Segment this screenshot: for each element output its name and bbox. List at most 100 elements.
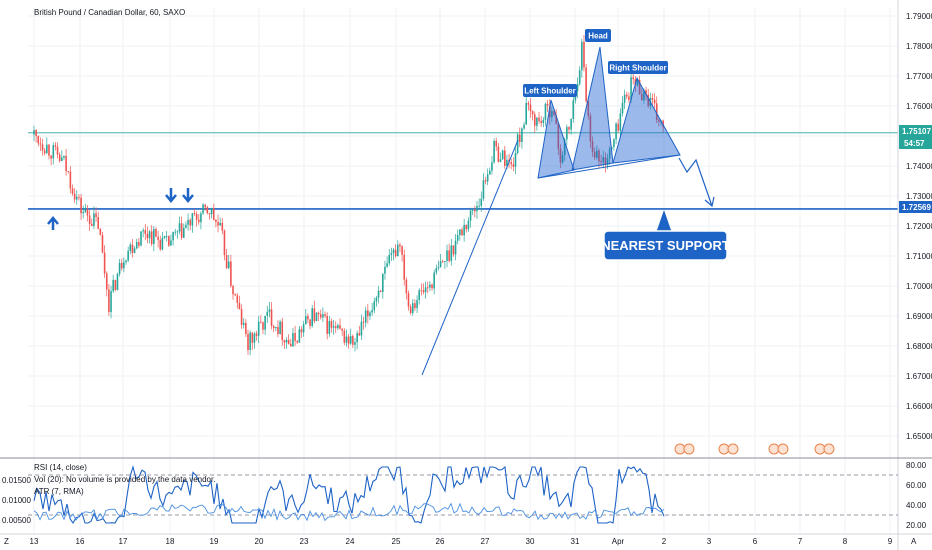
candle-body bbox=[33, 130, 35, 135]
candle-body bbox=[337, 325, 339, 329]
candle-body bbox=[294, 333, 296, 341]
candle-body bbox=[364, 310, 367, 323]
event-flag-icon[interactable] bbox=[727, 443, 739, 455]
candle-body bbox=[619, 113, 622, 131]
candle-body bbox=[570, 118, 572, 130]
candle-body bbox=[341, 328, 343, 331]
candle-body bbox=[197, 219, 200, 223]
x-tick-label: 7 bbox=[798, 537, 803, 546]
candle-body bbox=[309, 319, 311, 326]
rally-trendline bbox=[421, 139, 519, 376]
candle-body bbox=[589, 115, 592, 142]
candle-body bbox=[478, 205, 480, 207]
candle-body bbox=[598, 150, 600, 162]
candle-body bbox=[180, 223, 183, 238]
candle-body bbox=[403, 254, 406, 280]
event-flag-icon[interactable] bbox=[777, 443, 789, 455]
candle-body bbox=[371, 310, 373, 313]
event-flag-icon[interactable] bbox=[683, 443, 695, 455]
candle-body bbox=[155, 229, 157, 237]
x-tick-label: 17 bbox=[119, 537, 128, 546]
candle-body bbox=[352, 336, 354, 345]
candle-body bbox=[608, 148, 611, 159]
candle-body bbox=[277, 326, 279, 335]
atr-tick-label: 0.01500 bbox=[2, 476, 31, 485]
candle-body bbox=[176, 231, 179, 233]
support-price-badge: 1.72569 bbox=[899, 201, 932, 213]
candle-body bbox=[255, 333, 258, 336]
candle-body bbox=[390, 253, 393, 255]
time-axis[interactable]: 13 16 17 18 19 20 23 24 25 26 27 30 31 Apr 2 3 6 7 8 9Z A bbox=[4, 537, 917, 546]
candle-body bbox=[433, 272, 435, 289]
candle-body bbox=[61, 157, 63, 161]
candle-body bbox=[561, 155, 564, 163]
candle-body bbox=[97, 217, 99, 229]
candle-body bbox=[471, 210, 474, 211]
candle-body bbox=[95, 213, 97, 218]
candle-body bbox=[330, 320, 333, 328]
candle-body bbox=[525, 103, 527, 125]
candle-body bbox=[540, 121, 542, 123]
candle-body bbox=[99, 228, 102, 236]
candle-body bbox=[174, 231, 177, 233]
x-tick-label: 8 bbox=[843, 537, 848, 546]
right-shoulder-label: Right Shoulder bbox=[608, 61, 668, 74]
y-tick-label: 1.65000 bbox=[906, 432, 932, 441]
indicator-pane[interactable]: 80.00 60.00 40.00 20.00 0.01500 0.01000 0.0050… bbox=[2, 461, 927, 530]
candle-body bbox=[217, 221, 219, 226]
pattern-triangle bbox=[612, 76, 681, 164]
candle-body bbox=[360, 321, 363, 336]
candle-body bbox=[332, 326, 335, 328]
y-tick-label: 1.66000 bbox=[906, 402, 932, 411]
candle-body bbox=[653, 99, 656, 104]
candle-body bbox=[212, 208, 215, 220]
candle-body bbox=[86, 208, 89, 216]
atr-label: ATR (7, RMA) bbox=[34, 487, 84, 496]
candle-body bbox=[454, 240, 457, 255]
candle-body bbox=[379, 290, 382, 292]
candle-body bbox=[90, 223, 93, 226]
rsi-tick-label: 40.00 bbox=[906, 501, 927, 510]
candle-body bbox=[536, 117, 538, 126]
candle-body bbox=[658, 119, 660, 122]
candle-body bbox=[238, 302, 241, 309]
candle-body bbox=[225, 255, 228, 269]
x-tick-label: 16 bbox=[76, 537, 85, 546]
candle-body bbox=[71, 188, 74, 194]
candle-body bbox=[450, 245, 453, 261]
candle-body bbox=[546, 103, 549, 106]
candle-body bbox=[655, 103, 658, 120]
candle-body bbox=[623, 94, 626, 103]
candle-body bbox=[48, 144, 50, 156]
candle-body bbox=[328, 320, 331, 334]
head-label: Head bbox=[585, 29, 611, 42]
candle-body bbox=[349, 336, 352, 344]
projection-arrowhead-icon bbox=[704, 196, 715, 208]
event-flag-icon[interactable] bbox=[823, 443, 835, 455]
candle-body bbox=[287, 339, 290, 344]
candle-body bbox=[521, 128, 523, 142]
candle-body bbox=[105, 273, 108, 290]
candle-body bbox=[439, 261, 442, 268]
x-tick-label: 23 bbox=[300, 537, 309, 546]
candle-body bbox=[275, 326, 277, 329]
candle-body bbox=[302, 324, 305, 333]
candle-body bbox=[339, 325, 341, 329]
head-and-shoulders-pattern[interactable] bbox=[537, 46, 681, 179]
candle-body bbox=[384, 266, 386, 274]
candle-body bbox=[559, 148, 562, 163]
candle-body bbox=[510, 162, 513, 165]
candle-body bbox=[422, 290, 425, 293]
x-tick-label: 31 bbox=[571, 537, 580, 546]
candle-body bbox=[138, 242, 140, 246]
x-tick-label: 3 bbox=[707, 537, 712, 546]
candle-body bbox=[46, 144, 48, 154]
candle-body bbox=[191, 213, 194, 226]
candle-body bbox=[249, 332, 251, 350]
candle-body bbox=[168, 236, 170, 246]
candle-body bbox=[178, 223, 181, 232]
candle-body bbox=[397, 244, 399, 257]
candle-body bbox=[311, 308, 313, 326]
